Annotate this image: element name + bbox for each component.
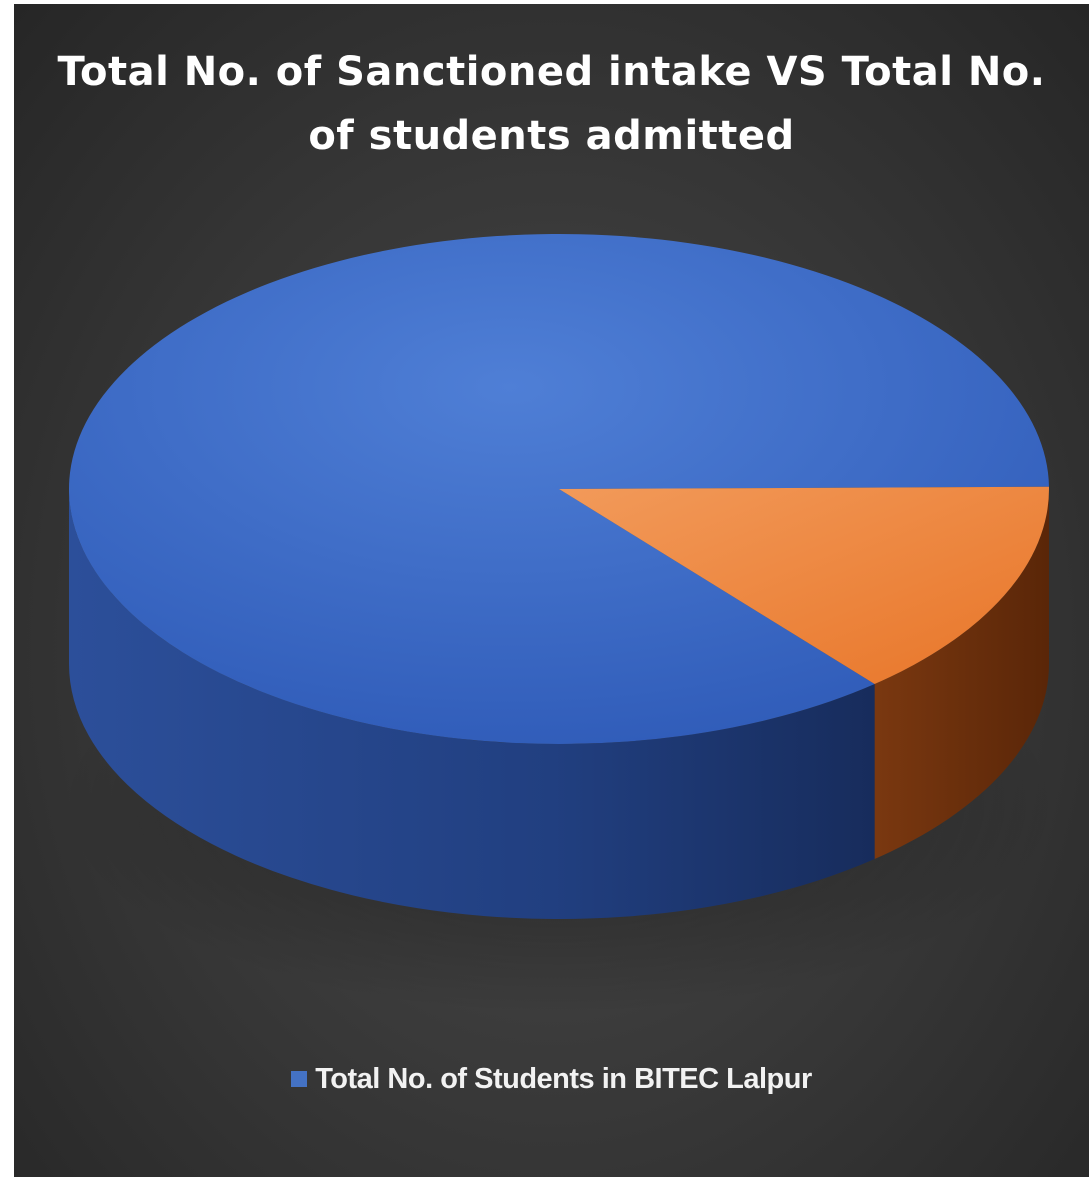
pie-side-blue xyxy=(68,489,875,919)
chart-area: Total No. of Sanctioned intake VS Total … xyxy=(14,4,1089,1177)
pie-tops xyxy=(68,234,1049,745)
pie-slice-orange xyxy=(559,486,1049,685)
chart-title: Total No. of Sanctioned intake VS Total … xyxy=(14,40,1089,168)
pie-sides xyxy=(68,489,1049,919)
legend-item: Total No. of Students in BITEC Lalpur xyxy=(291,1063,812,1096)
legend: Total No. of Students in BITEC Lalpur xyxy=(14,1062,1089,1096)
pie-slice-blue xyxy=(68,234,1049,745)
pie-side-orange xyxy=(874,489,1049,860)
pie-chart xyxy=(59,234,1059,1014)
chart-title-line-1: Total No. of Sanctioned intake VS Total … xyxy=(57,49,1046,95)
legend-label: Total No. of Students in BITEC Lalpur xyxy=(315,1062,812,1095)
chart-title-line-2: of students admitted xyxy=(308,113,795,159)
legend-swatch xyxy=(291,1071,308,1087)
